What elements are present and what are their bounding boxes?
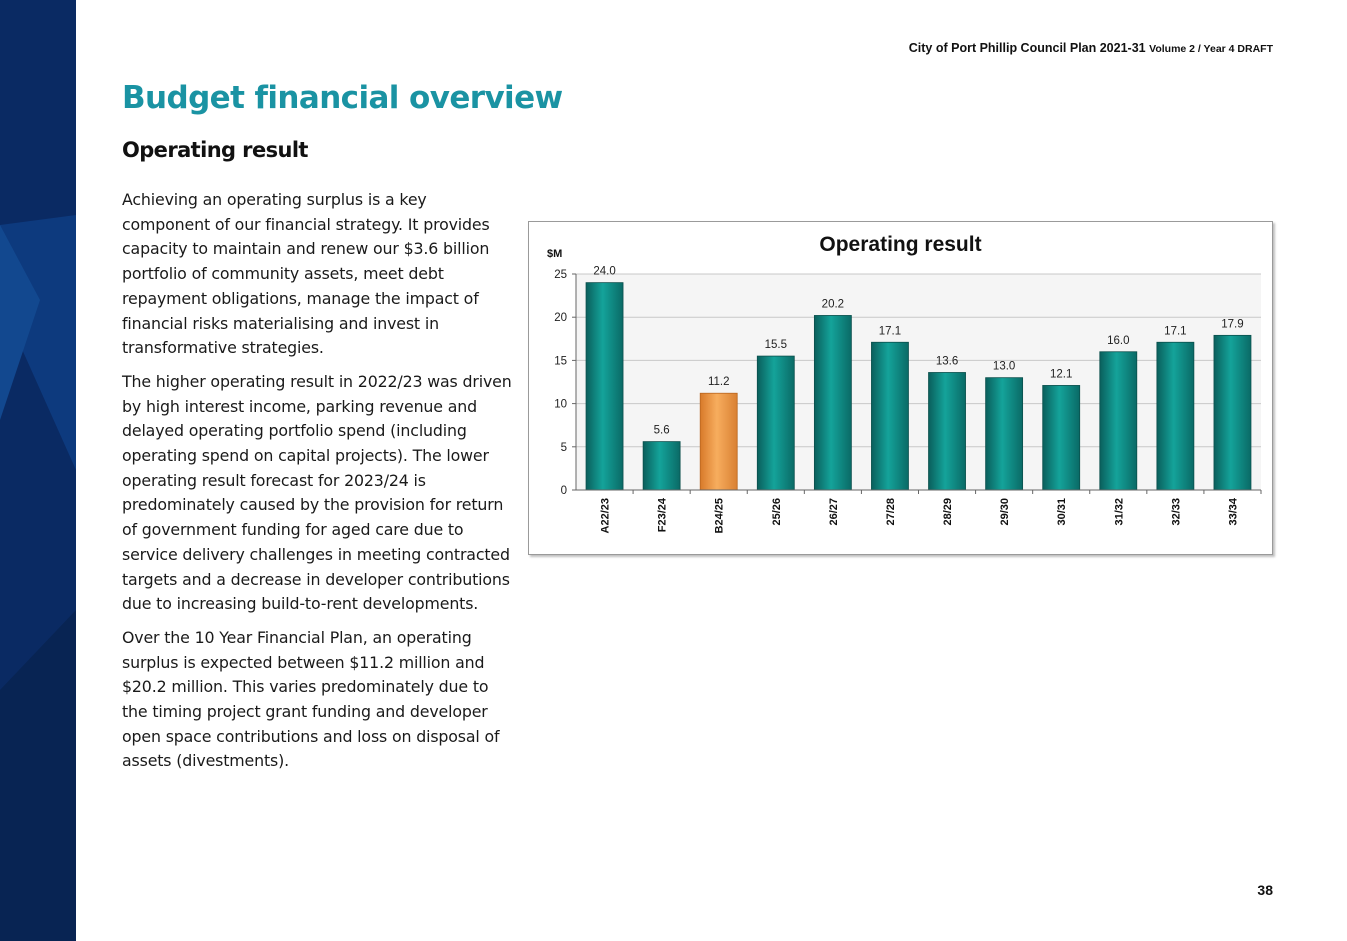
data-label: 13.0 [993, 361, 1015, 373]
document-subtitle: Volume 2 / Year 4 DRAFT [1149, 43, 1273, 55]
x-tick-label: 33/34 [1227, 497, 1239, 525]
side-band-pattern [0, 215, 76, 941]
operating-result-chart: Operating result 24.0 5.6 11.2 15.5 20.2 17.1… [528, 221, 1273, 555]
paragraph: Over the 10 Year Financial Plan, an oper… [122, 627, 500, 771]
bar-29-30 [985, 377, 1024, 491]
bar-30-31 [1042, 385, 1081, 491]
side-decorative-band [0, 0, 76, 941]
bar-28-29 [928, 372, 966, 491]
data-label: 15.5 [765, 339, 787, 351]
section-title: Operating result [122, 138, 308, 162]
y-tick-label: 0 [561, 485, 567, 497]
data-label: 20.2 [822, 298, 844, 310]
data-label: 11.2 [708, 376, 730, 388]
plot-area [576, 274, 1261, 490]
bar-26-27 [813, 315, 852, 491]
x-tick-label: 26/27 [828, 498, 840, 526]
chart-title: Operating result [819, 233, 982, 256]
data-label: 5.6 [654, 425, 670, 437]
document-title: City of Port Phillip Council Plan 2021-3… [908, 41, 1146, 55]
chart-canvas: 24.0 5.6 11.2 15.5 20.2 17.1 13.6 13.0 12.1 16.0 1… [547, 248, 1262, 533]
bar-A22-23 [585, 282, 624, 491]
data-label: 13.6 [936, 355, 958, 367]
x-tick-label: B24/25 [714, 498, 726, 533]
y-tick-label: 5 [561, 442, 567, 454]
x-tick-label: 29/30 [999, 498, 1011, 526]
x-tick-label: 32/33 [1170, 498, 1182, 526]
data-label: 17.1 [1164, 325, 1186, 337]
x-tick-label: 31/32 [1113, 498, 1125, 526]
y-tick-label: 10 [554, 399, 567, 411]
bar-32-33 [1156, 341, 1195, 491]
x-tick-label: 28/29 [942, 498, 954, 526]
paragraph: The higher operating result in 2022/23 w… [122, 371, 512, 614]
bar-25-26 [756, 355, 795, 491]
body-text: Achieving an operating surplus is a key … [122, 188, 512, 783]
x-tick-label: 27/28 [885, 498, 897, 526]
y-tick-label: 15 [554, 355, 567, 367]
y-tick-label: 25 [554, 269, 567, 281]
data-label: 17.1 [879, 325, 901, 337]
x-tick-label: F23/24 [657, 497, 669, 532]
paragraph: Achieving an operating surplus is a key … [122, 190, 490, 358]
bar-33-34 [1213, 334, 1252, 491]
bar-B24-25 [699, 392, 738, 491]
bar-31-32 [1099, 351, 1138, 491]
page-number: 38 [1257, 882, 1273, 898]
data-label: 24.0 [593, 266, 615, 278]
chart-title-wrap: Operating result [529, 233, 1272, 257]
bar-27-28 [871, 341, 909, 491]
data-label: 16.0 [1107, 335, 1129, 347]
bar-F23-24 [642, 441, 681, 491]
x-tick-label: A22/23 [600, 498, 612, 533]
data-label: 17.9 [1221, 318, 1243, 330]
data-label: 12.1 [1050, 368, 1072, 380]
x-tick-label: 30/31 [1056, 498, 1068, 526]
y-tick-label: 20 [554, 312, 567, 324]
document-header: City of Port Phillip Council Plan 2021-3… [909, 41, 1273, 55]
y-axis-label: $M [547, 248, 562, 260]
page-title: Budget financial overview [122, 80, 563, 116]
x-tick-label: 25/26 [771, 498, 783, 526]
